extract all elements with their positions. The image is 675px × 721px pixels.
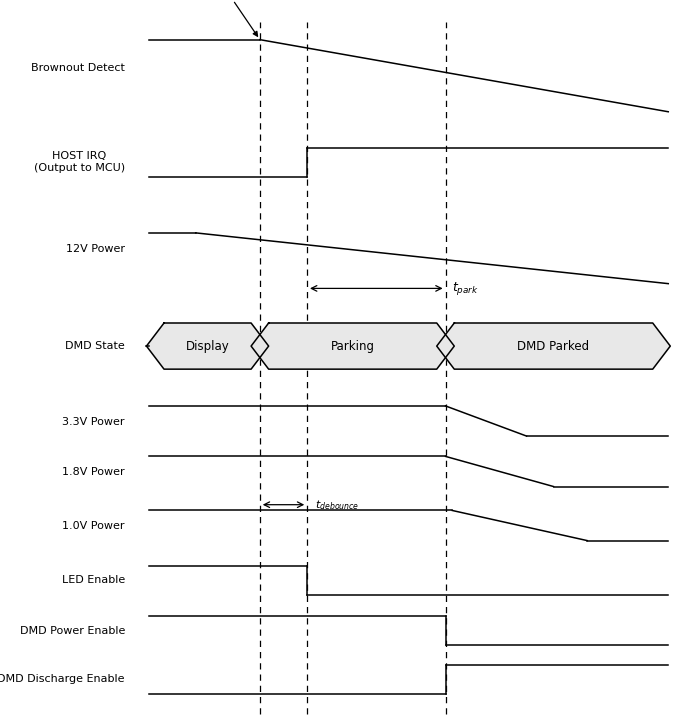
Text: Parking: Parking <box>331 340 375 353</box>
Text: 12V Power: 12V Power <box>66 244 125 254</box>
Text: Brownout Detect: Brownout Detect <box>31 63 125 74</box>
Text: DMD Power Enable: DMD Power Enable <box>20 626 125 636</box>
Text: $t_{park}$: $t_{park}$ <box>452 280 479 297</box>
Text: DMD State: DMD State <box>65 341 125 351</box>
Text: $t_{debounce}$: $t_{debounce}$ <box>315 497 360 512</box>
Text: DMD Parked: DMD Parked <box>518 340 589 353</box>
Text: 1.8V Power: 1.8V Power <box>62 467 125 477</box>
Polygon shape <box>251 323 454 369</box>
Text: DMD Discharge Enable: DMD Discharge Enable <box>0 674 125 684</box>
Text: 1.0V Power: 1.0V Power <box>62 521 125 531</box>
Text: 3.3V Power: 3.3V Power <box>62 417 125 427</box>
Polygon shape <box>146 323 269 369</box>
Polygon shape <box>437 323 670 369</box>
Text: LED Enable: LED Enable <box>61 575 125 585</box>
Text: Display: Display <box>186 340 230 353</box>
Text: HOST IRQ
(Output to MCU): HOST IRQ (Output to MCU) <box>34 151 125 173</box>
